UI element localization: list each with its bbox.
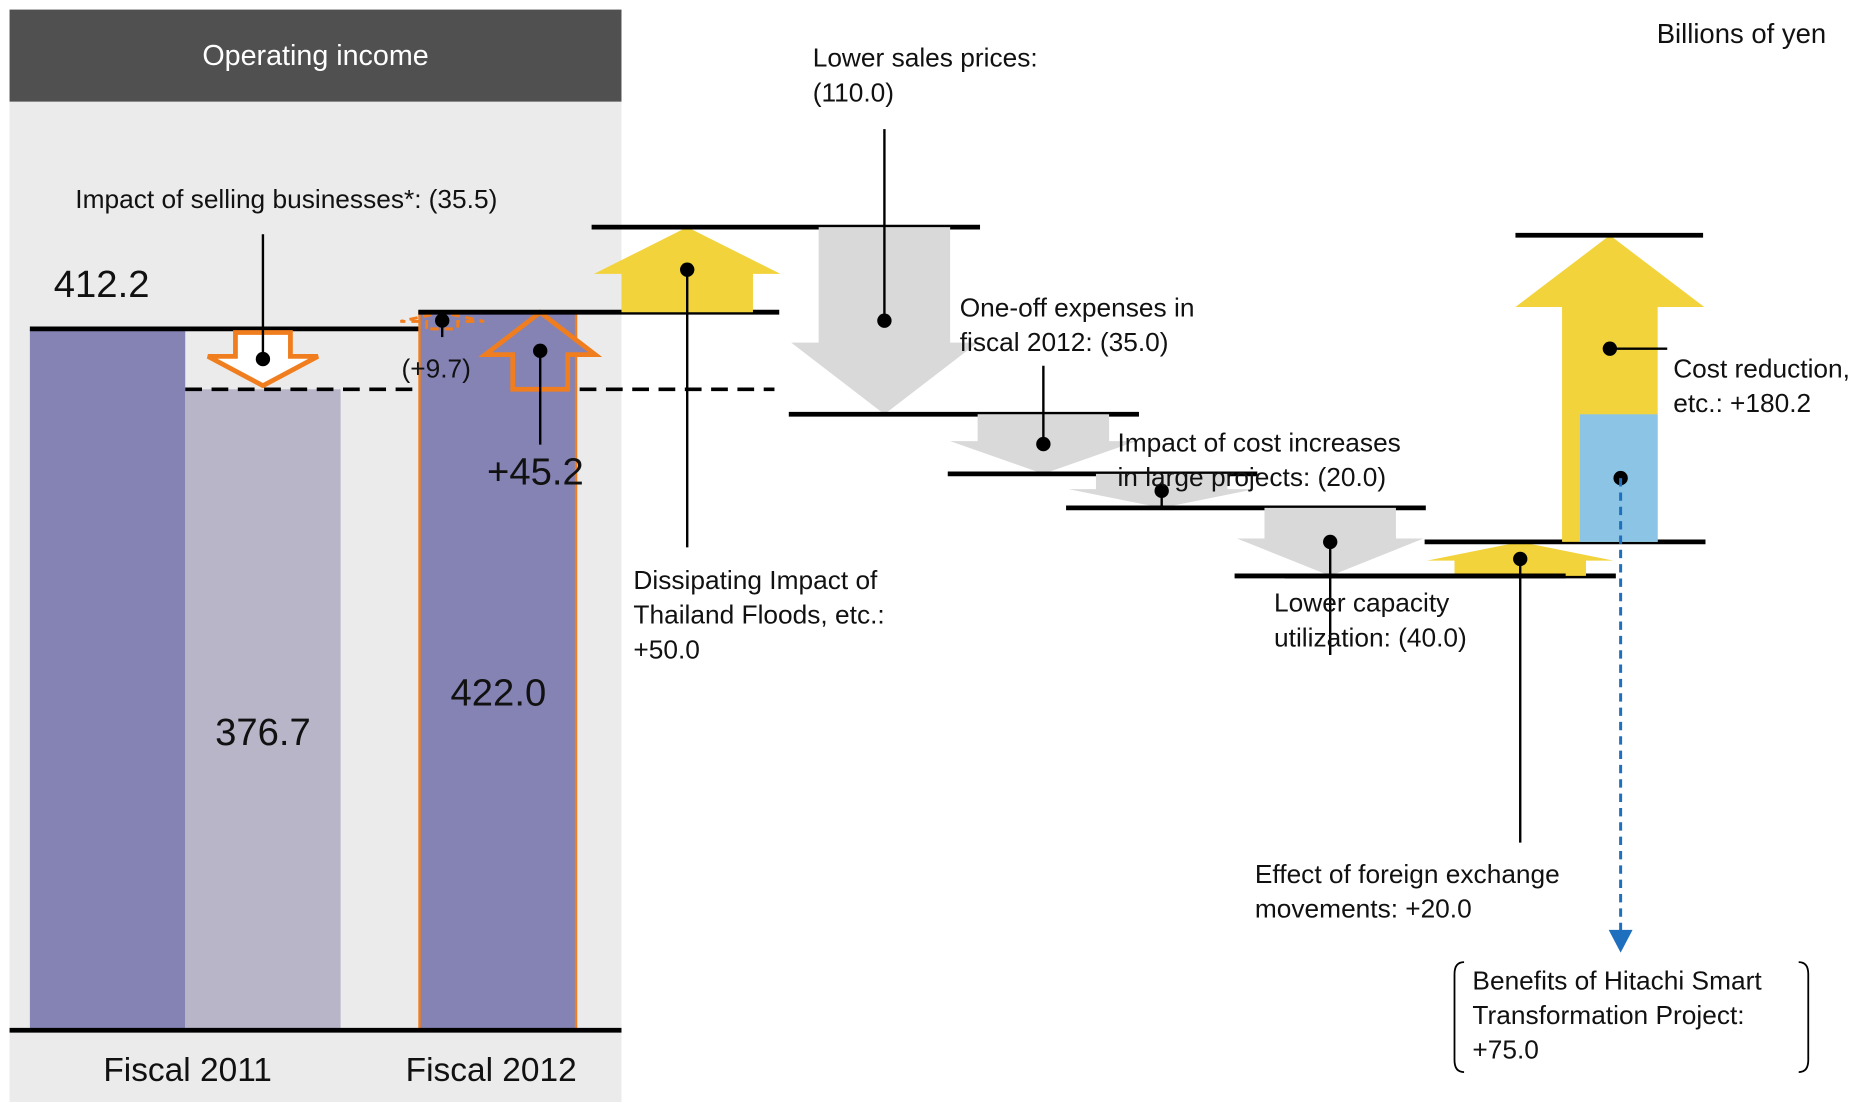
- header: [9, 9, 622, 102]
- step-value: +75.0: [1472, 1035, 1538, 1065]
- value-label: (+9.7): [402, 353, 471, 383]
- step-label: Transformation Project:: [1472, 1000, 1744, 1030]
- step-value: (35.0): [1100, 327, 1169, 357]
- bar: [29, 328, 186, 1031]
- step-label: etc.:: [1673, 388, 1723, 418]
- step-value: +20.0: [1405, 894, 1472, 924]
- marker-dot: [533, 343, 548, 358]
- step-label: One-off expenses in: [960, 293, 1195, 323]
- step-label: Effect of foreign exchange: [1255, 859, 1560, 889]
- marker-dot: [1613, 470, 1628, 486]
- bracket: [1453, 961, 1810, 1073]
- step-label: movements:: [1255, 894, 1398, 924]
- step-label: Lower sales prices:: [813, 43, 1038, 73]
- value-label: +45.2: [487, 451, 584, 494]
- step-label: fiscal 2012:: [960, 327, 1093, 357]
- bar: [185, 389, 341, 1031]
- step-value: +180.2: [1730, 388, 1811, 418]
- step-label: Cost reduction,: [1673, 353, 1850, 383]
- step-label: Benefits of Hitachi Smart: [1472, 965, 1762, 995]
- step-value: +50.0: [633, 634, 700, 664]
- step-label: Lower capacity: [1274, 588, 1450, 618]
- step-label: Impact of selling businesses*:: [75, 184, 421, 214]
- step-label: utilization:: [1274, 622, 1391, 652]
- step-value: (110.0): [813, 77, 894, 107]
- unit-label: Billions of yen: [1657, 18, 1826, 49]
- marker-dot: [1323, 534, 1338, 550]
- step-label: Dissipating Impact of: [633, 565, 878, 595]
- step-value: (40.0): [1398, 622, 1467, 652]
- step-value: (35.5): [429, 184, 498, 214]
- step-label: in large projects:: [1117, 462, 1310, 492]
- detail-arrow-head: [1608, 929, 1633, 953]
- step-label: Thailand Floods, etc.:: [633, 600, 884, 630]
- value-label: 422.0: [451, 672, 547, 715]
- marker-dot: [1036, 436, 1051, 452]
- value-label: 412.2: [54, 263, 150, 306]
- value-label: 376.7: [215, 711, 311, 754]
- chart-title: Operating income: [202, 40, 428, 72]
- x-tick-label: Fiscal 2011: [103, 1052, 272, 1089]
- step-value: (20.0): [1317, 462, 1386, 492]
- bar: [418, 310, 578, 1032]
- step-label: Impact of cost increases: [1117, 428, 1400, 458]
- marker-dot: [1602, 341, 1618, 356]
- x-tick-label: Fiscal 2012: [406, 1052, 577, 1089]
